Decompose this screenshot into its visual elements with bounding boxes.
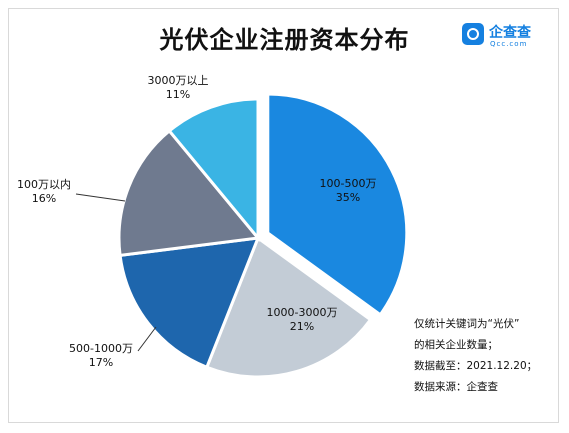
label-leader-line (137, 326, 157, 352)
brand-logo: 企查查 Qcc.com (462, 22, 552, 52)
slice-label: 1000-3000万 (267, 306, 338, 319)
slice-label: 100万以内 (17, 177, 71, 191)
label-leader-line (75, 193, 126, 202)
slice-label: 500-1000万 (69, 342, 133, 355)
footnote-line: 的相关企业数量； (414, 339, 498, 351)
slice-label: 3000万以上 (148, 74, 209, 87)
slice-percent-label: 17% (89, 356, 113, 369)
slice-percent-label: 35% (336, 191, 360, 204)
brand-domain: Qcc.com (490, 40, 528, 48)
pie-slice (117, 128, 261, 258)
footnote-line: 数据截至：2021.12.20； (414, 360, 538, 372)
pie-slice (266, 92, 409, 317)
footnote-line: 数据来源：企查查 (414, 381, 498, 393)
slice-percent-label: 21% (290, 320, 314, 333)
footnote: 仅统计关键词为“光伏” 的相关企业数量； 数据截至：2021.12.20； 数据… (414, 314, 554, 398)
slice-percent-label: 16% (32, 192, 56, 205)
chart-title: 光伏企业注册资本分布 (159, 26, 410, 54)
slice-percent-label: 11% (166, 88, 190, 101)
magnifier-logo-icon (462, 23, 484, 45)
footnote-line: 仅统计关键词为“光伏” (414, 318, 520, 330)
pie-slice (118, 236, 261, 370)
slice-label: 100-500万 (320, 177, 377, 190)
pie-slice (204, 235, 373, 379)
brand-name: 企查查 (489, 25, 531, 41)
pie-slice (167, 97, 260, 243)
